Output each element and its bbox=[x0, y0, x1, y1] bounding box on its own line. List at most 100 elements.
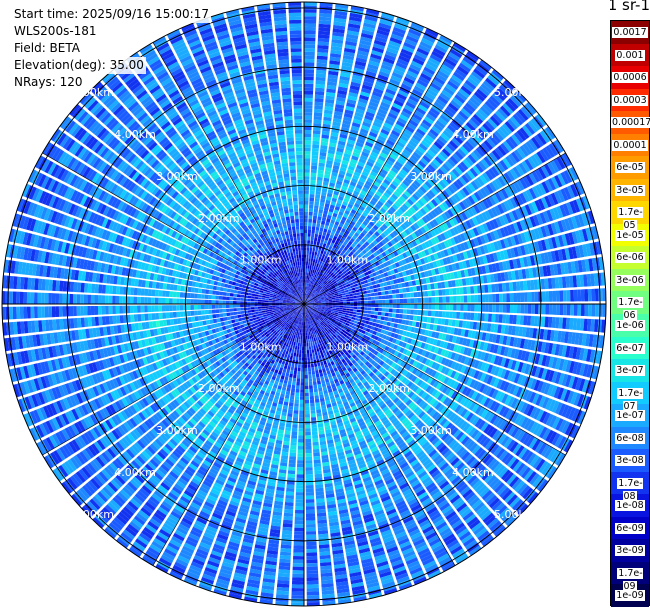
ray-gate bbox=[405, 269, 411, 276]
ray-gate bbox=[459, 242, 466, 251]
ray-gate bbox=[325, 244, 330, 249]
ray-gate bbox=[380, 64, 393, 71]
ray-gate bbox=[387, 156, 396, 164]
ray-gate bbox=[462, 187, 470, 197]
ray-gate bbox=[540, 165, 550, 178]
ray-gate bbox=[304, 12, 317, 17]
ray-gate bbox=[467, 268, 473, 277]
ray-gate bbox=[537, 240, 544, 252]
ray-gate bbox=[463, 286, 468, 295]
ray-gate bbox=[344, 175, 352, 181]
ray-gate bbox=[404, 228, 411, 236]
ray-gate bbox=[362, 220, 369, 227]
ray-gate bbox=[320, 141, 329, 146]
ray-gate bbox=[506, 304, 511, 313]
ray-gate bbox=[380, 101, 391, 109]
ray-gate bbox=[349, 256, 354, 261]
ray-gate bbox=[371, 300, 376, 304]
ray-gate bbox=[358, 177, 366, 184]
ray-gate bbox=[401, 282, 406, 288]
ray-gate bbox=[428, 189, 436, 198]
ray-gate bbox=[361, 170, 369, 177]
ray-gate bbox=[408, 140, 418, 148]
ray-gate bbox=[360, 91, 371, 98]
ray-gate bbox=[364, 283, 370, 287]
ray-gate bbox=[312, 381, 317, 386]
ray-gate bbox=[363, 313, 368, 317]
ray-gate bbox=[415, 279, 420, 286]
ray-gate bbox=[318, 162, 325, 167]
ray-gate bbox=[409, 315, 414, 321]
ray-gate bbox=[313, 240, 317, 245]
ray-gate bbox=[310, 240, 314, 245]
ray-gate bbox=[442, 296, 447, 303]
ray-gate bbox=[318, 231, 323, 236]
ray-gate bbox=[369, 97, 380, 105]
ray-gate bbox=[459, 252, 465, 261]
ray-gate bbox=[375, 243, 382, 250]
ray-gate bbox=[494, 283, 500, 293]
ray-gate bbox=[515, 90, 527, 103]
ray-gate bbox=[322, 231, 327, 237]
ray-gate bbox=[537, 167, 547, 180]
ray-gate bbox=[329, 142, 337, 148]
ray-gate bbox=[367, 134, 377, 142]
ray-gate bbox=[362, 276, 367, 281]
ray-gate bbox=[548, 143, 558, 156]
ray-gate bbox=[321, 261, 325, 266]
ray-gate bbox=[367, 278, 372, 283]
ray-gate bbox=[346, 301, 351, 304]
ray-gate bbox=[311, 276, 314, 281]
ray-gate bbox=[464, 197, 473, 207]
ray-gate bbox=[376, 265, 382, 271]
ray-gate bbox=[549, 208, 557, 221]
ray-gate bbox=[479, 125, 490, 136]
ray-gate bbox=[321, 235, 326, 240]
ray-gate bbox=[315, 491, 325, 496]
ray-gate bbox=[403, 309, 407, 314]
ray-gate bbox=[385, 308, 390, 313]
ray-gate bbox=[314, 98, 324, 103]
ray-gate bbox=[331, 35, 344, 41]
ray-gate bbox=[334, 221, 340, 226]
ray-gate bbox=[344, 47, 356, 54]
ray-gate bbox=[401, 259, 407, 265]
ray-gate bbox=[364, 258, 370, 263]
ray-gate bbox=[323, 177, 330, 183]
ray-gate bbox=[311, 294, 315, 298]
ray-gate bbox=[422, 169, 431, 178]
ray-gate bbox=[364, 241, 370, 247]
ray-gate bbox=[450, 195, 458, 204]
ray-gate bbox=[513, 131, 524, 144]
ray-gate bbox=[460, 127, 471, 137]
ray-gate bbox=[346, 30, 360, 36]
ray-gate bbox=[412, 151, 422, 160]
ray-gate bbox=[314, 301, 319, 303]
ray-gate bbox=[385, 159, 394, 167]
ray-gate bbox=[315, 484, 324, 489]
ray-gate bbox=[364, 164, 373, 171]
ray-gate bbox=[390, 239, 396, 246]
ray-gate bbox=[389, 232, 396, 239]
ray-gate bbox=[537, 227, 544, 239]
ray-gate bbox=[390, 245, 396, 252]
ray-gate bbox=[536, 213, 544, 225]
ray-gate bbox=[382, 204, 389, 211]
ray-gate bbox=[339, 257, 344, 262]
ray-gate bbox=[309, 197, 315, 202]
ray-gate bbox=[348, 261, 354, 266]
ray-gate bbox=[405, 314, 411, 320]
ray-gate bbox=[427, 110, 438, 119]
ray-gate bbox=[331, 239, 336, 244]
ray-gate bbox=[342, 201, 348, 207]
ray-gate bbox=[379, 282, 384, 288]
ray-gate bbox=[405, 35, 419, 44]
ray-gate bbox=[381, 148, 390, 156]
ray-gate bbox=[362, 25, 375, 33]
ray-gate bbox=[482, 103, 494, 114]
ray-gate bbox=[509, 314, 514, 324]
ray-gate bbox=[387, 112, 398, 120]
ray-gate bbox=[452, 153, 462, 163]
ray-gate bbox=[487, 168, 497, 179]
ray-gate bbox=[487, 313, 493, 322]
